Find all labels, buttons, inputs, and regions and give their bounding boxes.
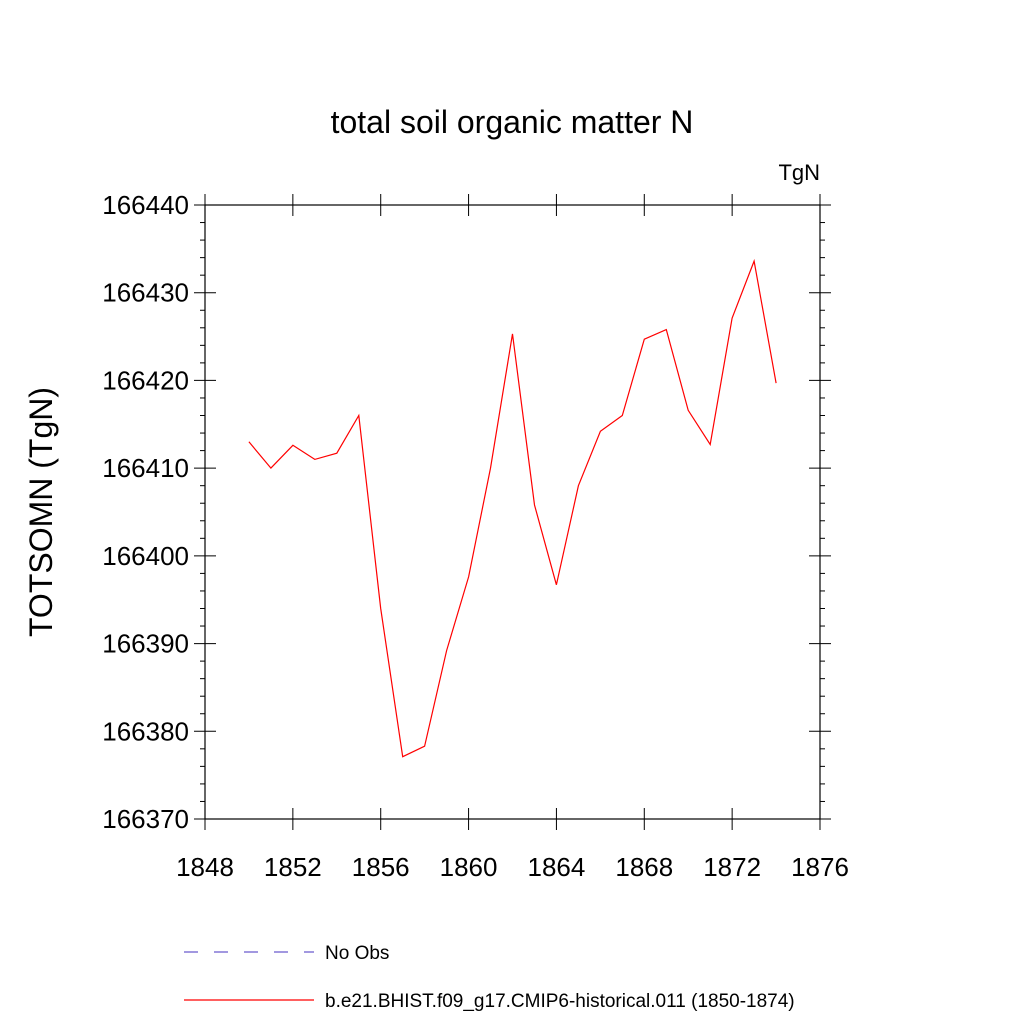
legend-label-1: b.e21.BHIST.f09_g17.CMIP6-historical.011… <box>325 991 795 1012</box>
y-tick-label: 166370 <box>102 804 189 834</box>
x-tick-label: 1848 <box>176 852 234 882</box>
x-tick-label: 1872 <box>703 852 761 882</box>
x-tick-label: 1860 <box>440 852 498 882</box>
legend-label-0: No Obs <box>325 943 389 964</box>
plot-frame <box>204 204 821 820</box>
legend: No Obs b.e21.BHIST.f09_g17.CMIP6-historic… <box>184 943 795 1012</box>
y-tick-label: 166430 <box>102 278 189 308</box>
x-tick-labels: 1848 1852 1856 1860 1864 1868 1872 1876 <box>176 852 849 882</box>
x-tick-label: 1876 <box>791 852 849 882</box>
y-tick-label: 166390 <box>102 629 189 659</box>
y-tick-label: 166420 <box>102 365 189 395</box>
series-line-1 <box>248 258 777 758</box>
chart-title: total soil organic matter N <box>331 104 694 140</box>
x-tick-label: 1852 <box>264 852 322 882</box>
x-tick-label: 1856 <box>352 852 410 882</box>
y-tick-label: 166440 <box>102 190 189 220</box>
y-tick-labels: 166370 166380 166390 166400 166410 166420 1664… <box>102 190 189 834</box>
x-tick-label: 1864 <box>528 852 586 882</box>
y-tick-label: 166410 <box>102 453 189 483</box>
plot-series <box>248 258 777 758</box>
x-tick-label: 1868 <box>615 852 673 882</box>
y-axis-label: TOTSOMN (TgN) <box>23 387 59 637</box>
y-tick-label: 166380 <box>102 716 189 746</box>
axis-ticks <box>194 194 831 830</box>
units-label: TgN <box>778 160 820 185</box>
y-tick-label: 166400 <box>102 541 189 571</box>
